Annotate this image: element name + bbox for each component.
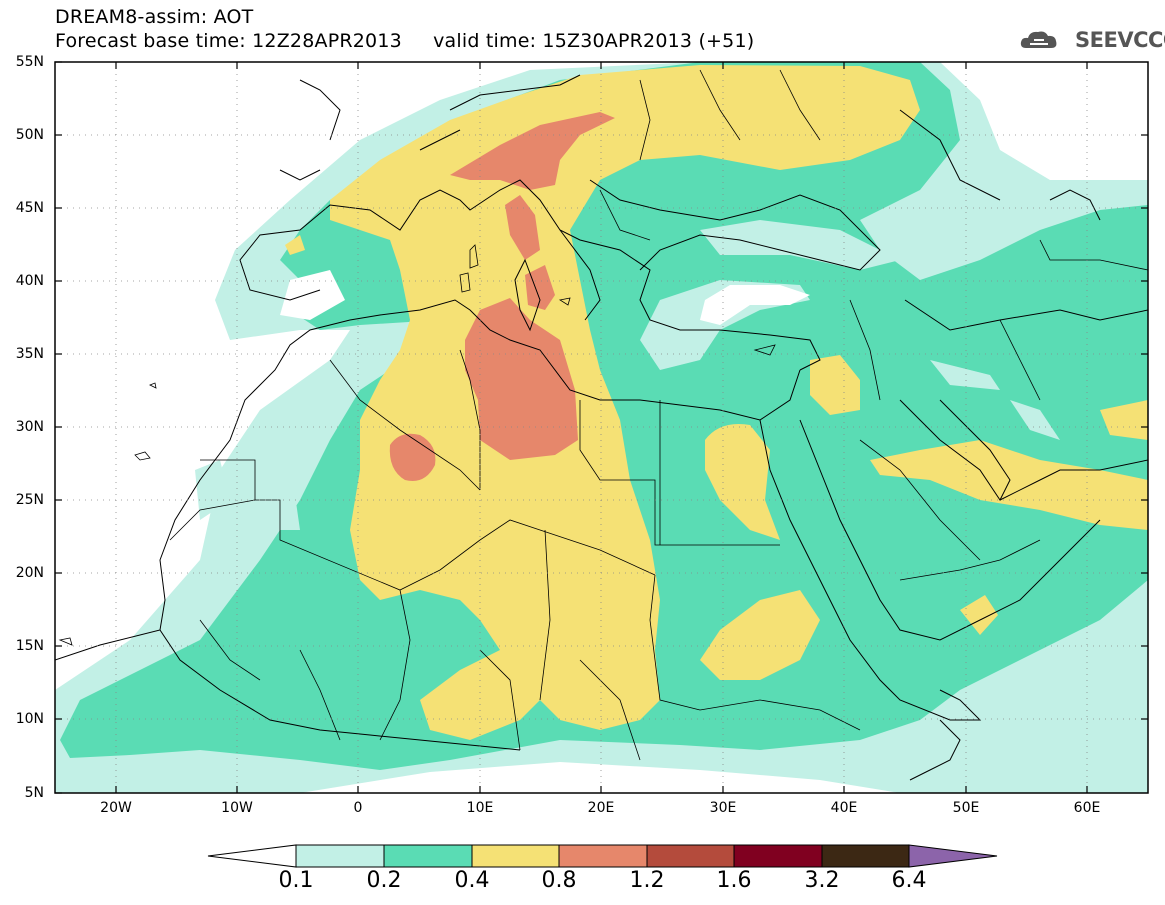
lon-label-10w: 10W xyxy=(221,800,253,816)
lon-label-10e: 10E xyxy=(466,800,494,816)
lon-label-20e: 20E xyxy=(587,800,615,816)
colorbar-swatch-1 xyxy=(295,844,385,868)
lon-label-20w: 20W xyxy=(100,800,132,816)
aot-pocket-persia xyxy=(1010,400,1060,440)
colorbar-label-1-2: 1.2 xyxy=(629,868,665,893)
colorbar-label-1-6: 1.6 xyxy=(716,868,752,893)
aot-patch-sudan xyxy=(700,590,820,680)
colorbar xyxy=(207,844,998,868)
lat-label-5n: 5N xyxy=(24,785,44,801)
colorbar-over-arrow xyxy=(908,844,998,868)
colorbar-label-0-8: 0.8 xyxy=(541,868,577,893)
colorbar-label-6-4: 6.4 xyxy=(891,868,927,893)
aot-clear-iberia xyxy=(280,270,345,320)
lat-label-55n: 55N xyxy=(15,54,44,70)
lat-label-10n: 10N xyxy=(15,711,44,727)
lat-label-40n: 40N xyxy=(15,273,44,289)
logo-text: SEEVCCC xyxy=(1075,28,1165,52)
colorbar-swatch-6 xyxy=(733,844,823,868)
islands xyxy=(58,244,776,646)
aot-pocket-iran xyxy=(930,360,1000,390)
aot-patch-arabia xyxy=(870,440,1148,530)
colorbar-label-0-2: 0.2 xyxy=(366,868,402,893)
colorbar-swatch-5 xyxy=(646,844,735,868)
coastlines xyxy=(55,74,1148,781)
colorbar-swatch-4 xyxy=(558,844,648,868)
aot-clear-aegean xyxy=(700,285,810,325)
lon-label-0: 0 xyxy=(353,800,363,816)
colorbar-label-3-2: 3.2 xyxy=(804,868,840,893)
lon-label-40e: 40E xyxy=(830,800,858,816)
axis-ticks xyxy=(55,61,1148,794)
aot-band-very-high-libya xyxy=(465,298,578,460)
colorbar-label-0-4: 0.4 xyxy=(454,868,490,893)
lat-label-50n: 50N xyxy=(15,127,44,143)
forecast-time-subtitle: Forecast base time: 12Z28APR2013 valid t… xyxy=(55,30,755,52)
aot-pocket-westafrica xyxy=(275,495,300,530)
lat-label-45n: 45N xyxy=(15,200,44,216)
colorbar-swatch-2 xyxy=(383,844,473,868)
lon-label-30e: 30E xyxy=(709,800,737,816)
colorbar-under-arrow xyxy=(207,844,297,868)
aot-patch-levant xyxy=(810,355,860,415)
graticule xyxy=(55,62,1148,793)
cloud-icon xyxy=(1020,31,1057,48)
colorbar-swatch-7 xyxy=(821,844,910,868)
aot-band-very-high-adriatic xyxy=(505,195,540,260)
lat-label-30n: 30N xyxy=(15,419,44,435)
lat-label-35n: 35N xyxy=(15,346,44,362)
aot-patch-gulf xyxy=(1100,400,1148,440)
aot-patch-egypt xyxy=(705,424,780,540)
country-borders xyxy=(169,69,1148,761)
lon-label-60e: 60E xyxy=(1073,800,1101,816)
aot-band-very-high-italy xyxy=(525,265,555,310)
aot-band-high xyxy=(330,65,920,740)
lat-label-25n: 25N xyxy=(15,492,44,508)
aot-patch-yemen xyxy=(960,595,998,635)
map-title: DREAM8-assim: AOT xyxy=(55,6,254,28)
aot-patch-iberia xyxy=(285,235,305,255)
colorbar-swatch-3 xyxy=(471,844,560,868)
lon-label-50e: 50E xyxy=(952,800,980,816)
aot-pocket-blacksea xyxy=(700,220,900,270)
lat-label-15n: 15N xyxy=(15,638,44,654)
aot-band-very-high-north xyxy=(450,112,615,190)
lat-label-20n: 20N xyxy=(15,565,44,581)
colorbar-label-0-1: 0.1 xyxy=(278,868,314,893)
